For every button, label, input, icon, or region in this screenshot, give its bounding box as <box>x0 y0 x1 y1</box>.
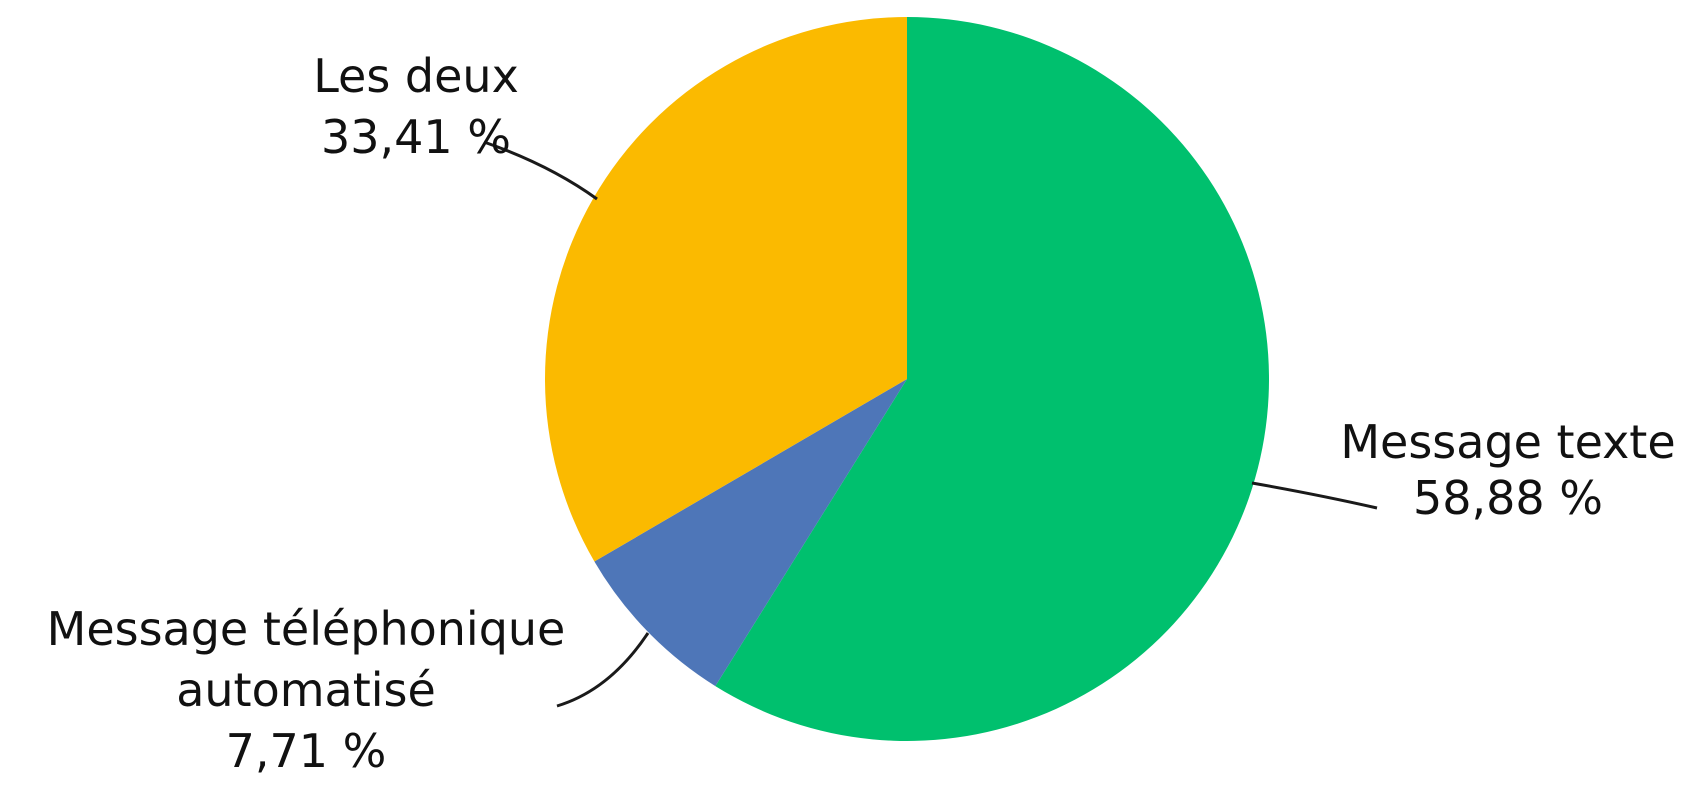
slice-label-line: 58,88 % <box>1413 471 1603 525</box>
leader-line-message-texte <box>1251 481 1378 510</box>
slice-label-line: Les deux <box>313 49 519 103</box>
pie-slice-les-deux <box>544 16 907 562</box>
pie-slices <box>544 16 1270 742</box>
slice-label-line: automatisé <box>176 663 436 717</box>
slice-label-line: 7,71 % <box>226 724 387 778</box>
slice-label-line: Message téléphonique <box>47 602 566 656</box>
slice-label-les-deux: Les deux 33,41 % <box>313 49 519 164</box>
slice-label-line: 33,41 % <box>321 110 511 164</box>
leader-line-message-telephonique-automatise <box>556 632 650 708</box>
pie-slice-message-telephonique-automatise <box>594 379 907 687</box>
slice-labels: Message texte 58,88 % Message téléphonique… <box>47 49 1676 778</box>
slice-label-message-telephonique-automatise: Message téléphonique automatisé 7,71 % <box>47 602 566 778</box>
slice-label-message-texte: Message texte 58,88 % <box>1340 415 1675 525</box>
leader-lines <box>483 140 1378 708</box>
slice-label-line: Message texte <box>1340 415 1675 469</box>
pie-slice-message-texte <box>715 17 1270 742</box>
leader-line-les-deux <box>483 140 598 201</box>
